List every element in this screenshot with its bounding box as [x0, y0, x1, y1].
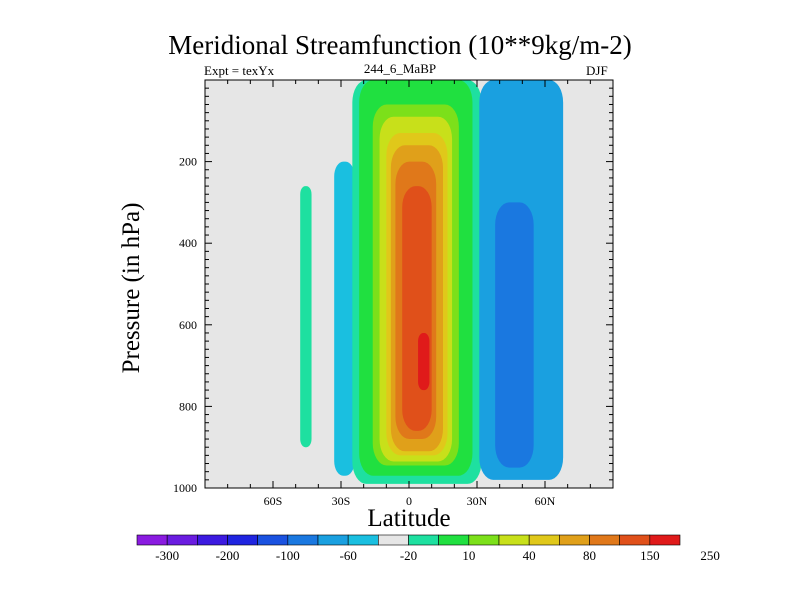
colorbar-label: -300 — [155, 548, 179, 563]
season-label: DJF — [586, 63, 608, 78]
colorbar-swatch — [136, 534, 168, 546]
colorbar-swatch — [528, 534, 560, 546]
x-tick-label: 60S — [264, 494, 283, 508]
y-tick-label: 1000 — [173, 481, 197, 495]
y-tick-label: 800 — [179, 399, 197, 413]
colorbar-swatch — [438, 534, 470, 546]
colorbar-swatch — [257, 534, 289, 546]
colorbar-swatch — [227, 534, 258, 546]
contour-region-9 — [402, 186, 432, 431]
contour-region-0 — [334, 161, 355, 476]
y-tick-label: 600 — [179, 318, 197, 332]
colorbar-swatch — [649, 534, 681, 546]
colorbar-label: -100 — [276, 548, 300, 563]
experiment-label: Expt = texYx — [204, 63, 275, 78]
colorbar-label: 80 — [583, 548, 596, 563]
colorbar-swatch — [197, 534, 228, 546]
x-tick-label: 60N — [535, 494, 556, 508]
x-tick-label: 30N — [467, 494, 488, 508]
y-tick-label: 400 — [179, 236, 197, 250]
colorbar-swatch — [468, 534, 500, 546]
colorbar-label: -200 — [216, 548, 240, 563]
colorbar: -300 -200 -100 -60 -20 10 40 80 150 250 — [136, 534, 720, 563]
colorbar-swatch — [589, 534, 620, 546]
x-axis: 60S 30S 0 30N 60N — [204, 80, 614, 508]
x-tick-label: 30S — [332, 494, 351, 508]
colorbar-swatch — [347, 534, 379, 546]
colorbar-swatch — [408, 534, 439, 546]
contour-region-10 — [418, 332, 430, 391]
colorbar-swatch — [378, 534, 409, 546]
y-tick-label: 200 — [179, 155, 197, 169]
y-axis: 200 400 600 800 1000 — [173, 87, 613, 495]
chart-title: Meridional Streamfunction (10**9kg/m-2) — [168, 30, 632, 60]
colorbar-label: 250 — [700, 548, 720, 563]
colorbar-label: 10 — [462, 548, 475, 563]
colorbar-swatch — [317, 534, 349, 546]
x-axis-title: Latitude — [367, 505, 451, 532]
contour-regions — [300, 80, 564, 484]
colorbar-swatch — [166, 534, 198, 546]
colorbar-label: 40 — [523, 548, 536, 563]
period-label: 244_6_MaBP — [363, 61, 437, 76]
colorbar-label: 150 — [640, 548, 660, 563]
colorbar-swatch — [619, 534, 651, 546]
contour-region-12 — [495, 202, 534, 468]
colorbar-swatch — [498, 534, 530, 546]
colorbar-swatch — [287, 534, 319, 546]
colorbar-swatch — [559, 534, 590, 546]
colorbar-label: -20 — [400, 548, 417, 563]
x-tick-label: 0 — [406, 494, 412, 508]
colorbar-label: -60 — [339, 548, 356, 563]
contour-region-1 — [300, 186, 312, 448]
